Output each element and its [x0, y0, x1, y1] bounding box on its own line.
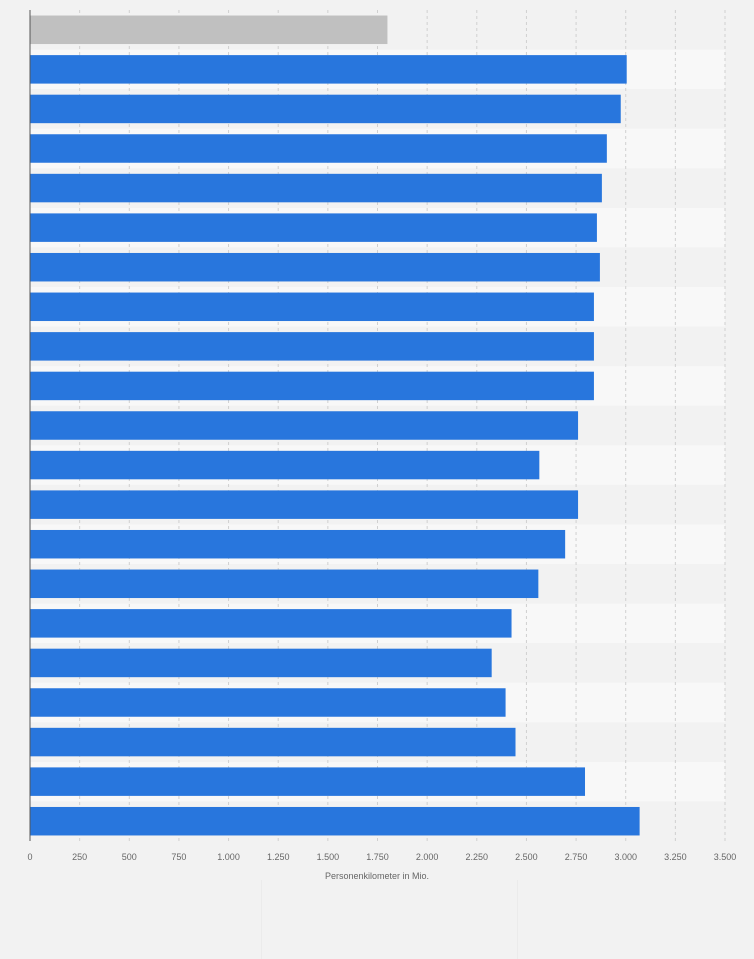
x-axis-label: Personenkilometer in Mio.	[325, 871, 429, 880]
bar	[30, 55, 627, 84]
x-tick-label: 1.250	[267, 852, 290, 862]
bar	[30, 94, 621, 124]
footer-area	[0, 880, 754, 959]
footer-divider	[261, 880, 262, 959]
bar	[30, 688, 506, 717]
x-tick-label: 3.500	[714, 852, 737, 862]
x-tick-label: 3.000	[614, 852, 637, 862]
bar	[30, 173, 602, 203]
bar-chart: 0 250 500 750 1.000 1.250 1.500 1.750 2.000 2.250…	[27, 10, 736, 881]
bar	[30, 332, 594, 361]
bars-group	[30, 15, 640, 836]
x-tick-label: 750	[171, 852, 186, 862]
x-tick-label: 1.750	[366, 852, 389, 862]
bar	[30, 450, 540, 480]
footer-divider	[517, 880, 518, 959]
bar	[30, 292, 594, 322]
bar	[30, 134, 607, 163]
bar	[30, 569, 539, 599]
bar	[30, 252, 600, 282]
x-tick-label: 500	[122, 852, 137, 862]
bar	[30, 648, 492, 678]
bar	[30, 529, 566, 559]
x-tick-label: 250	[72, 852, 87, 862]
x-tick-label: 2.000	[416, 852, 439, 862]
x-tick-label: 3.250	[664, 852, 687, 862]
bar	[30, 727, 516, 757]
bar	[30, 213, 597, 242]
x-tick-label: 2.750	[565, 852, 588, 862]
x-tick-label: 0	[27, 852, 32, 862]
x-tick-label: 1.500	[317, 852, 340, 862]
bar	[30, 371, 594, 401]
x-tick-label: 2.250	[466, 852, 489, 862]
bar	[30, 767, 586, 796]
bar	[30, 411, 579, 440]
chart-container: 0 250 500 750 1.000 1.250 1.500 1.750 2.000 2.250…	[27, 10, 736, 881]
bar	[30, 15, 388, 45]
x-tick-label: 2.500	[515, 852, 538, 862]
bar	[30, 609, 512, 638]
x-tick-label: 1.000	[217, 852, 240, 862]
bar	[30, 806, 640, 836]
x-tick-labels: 0 250 500 750 1.000 1.250 1.500 1.750 2.000 2.250…	[27, 852, 736, 862]
bar	[30, 490, 579, 519]
